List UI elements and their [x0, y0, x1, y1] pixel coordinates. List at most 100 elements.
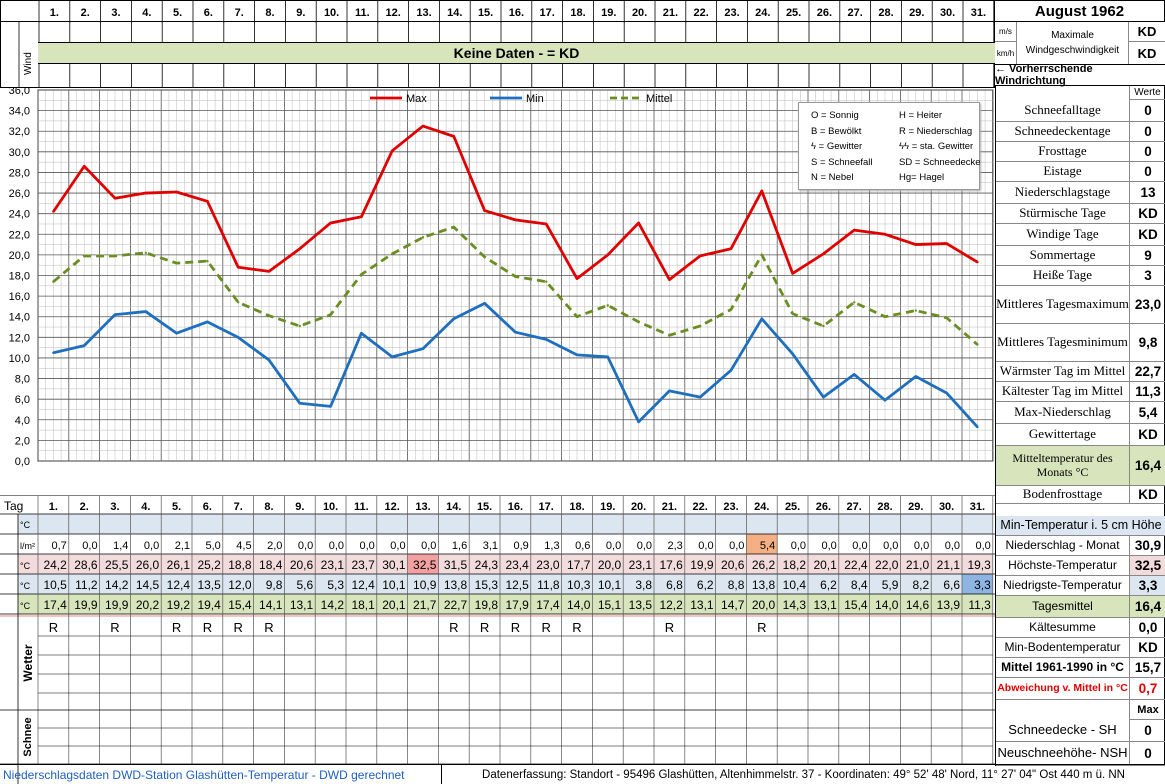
stat-label: Eistage [1043, 163, 1082, 179]
y-tick-label: 36,0 [9, 88, 30, 97]
top-day-label: 18. [570, 7, 585, 19]
stat-value: 0 [1129, 162, 1165, 181]
cell-value: 13,1 [290, 598, 314, 612]
stat-row: Eistage 0 [996, 162, 1165, 182]
top-day-label: 14. [447, 7, 462, 19]
data-point [545, 222, 548, 226]
cell-value: 10,5 [43, 578, 67, 592]
stat-row: Stürmische Tage KD [996, 204, 1165, 224]
data-point [52, 210, 55, 213]
cell-value: 15,4 [228, 598, 252, 612]
top-day-label: 12. [386, 7, 401, 19]
stat-value: KD [1129, 424, 1165, 445]
data-point [514, 275, 517, 278]
top-day-label: 6. [204, 7, 213, 19]
top-day-label: 19. [601, 7, 616, 19]
data-point [360, 332, 363, 335]
top-day-label: 10. [324, 7, 339, 19]
top-day-label: 29. [909, 7, 924, 19]
cell-value: 5,6 [297, 578, 314, 592]
cell-value: 5,4 [760, 540, 775, 552]
data-point [452, 135, 455, 138]
cell-value: 20,6 [290, 558, 314, 572]
cell-value: 12,5 [505, 578, 529, 592]
stat-label: Max-Niederschlag [1014, 404, 1111, 420]
cell-value: 5,0 [206, 540, 221, 552]
summary-value: 0 [1129, 720, 1165, 741]
stat-label: Wärmster Tag im Mittel [999, 363, 1126, 379]
stat-row: Gewittertage KD [996, 424, 1165, 446]
data-point [267, 314, 271, 317]
top-day-label: 1. [50, 7, 59, 19]
cell-value: 20,1 [813, 558, 837, 572]
top-day-label: 15. [478, 7, 493, 19]
cell-value: 24,2 [43, 558, 67, 572]
table-day-label: 25. [785, 501, 800, 513]
unit-label: °C [20, 601, 31, 611]
data-point [914, 243, 917, 246]
summary-label: Schneedecke - SH [1008, 722, 1117, 738]
cell-value: 30,1 [382, 558, 406, 572]
table-day-label: 14. [446, 501, 461, 513]
data-point [206, 320, 209, 324]
unit-label: l/m² [20, 541, 35, 551]
weather-symbol: R [757, 620, 766, 635]
data-point [914, 375, 917, 378]
data-table-svg: Tag 1. 2. 3. 4. 5. 6. 7. 8. 9. 10. 11. 12. 13. 14. 15. 1… [0, 496, 995, 784]
cell-value: 14,0 [567, 598, 591, 612]
top-day-label: 28. [878, 7, 893, 19]
cell-value: 19,9 [690, 558, 714, 572]
cell-value: 0,0 [360, 540, 375, 552]
stat-row: Mittleres Tagesminimum 9,8 [996, 324, 1165, 362]
cell-value: 19,4 [197, 598, 221, 612]
cell-value: 0,0 [729, 540, 744, 552]
cell-value: 14,2 [321, 598, 345, 612]
y-tick-label: 24,0 [9, 209, 30, 221]
data-point [791, 352, 794, 356]
stat-label: Mitteltemperatur des Monats °C [1012, 450, 1113, 479]
data-point [729, 247, 733, 250]
data-point [421, 347, 425, 350]
weather-legend-item: O = Sonnig [811, 110, 859, 121]
mittel-1961-row: Mittel 1961-1990 in °C 15,7 [996, 658, 1165, 678]
cell-value: 17,9 [505, 598, 529, 612]
wind-max-label-1: Maximale [1051, 30, 1094, 41]
data-point [760, 189, 763, 193]
data-point [791, 272, 794, 275]
data-point [606, 304, 609, 307]
data-point [945, 316, 948, 319]
data-point [329, 405, 332, 408]
cell-value: 0,0 [606, 540, 621, 552]
stat-value: KD [1129, 204, 1165, 223]
stat-value: KD [1129, 486, 1165, 503]
data-point [83, 344, 86, 347]
top-day-label: 23. [724, 7, 739, 19]
cell-value: 3,8 [635, 578, 652, 592]
cell-value: 0,0 [976, 540, 991, 552]
cell-value: 18,2 [783, 558, 807, 572]
cell-value: 11,2 [75, 578, 98, 592]
right-panel: Werte Schneefalltage 0 Schneedeckentage 0 Fr… [995, 86, 1165, 766]
weather-symbol: R [449, 620, 458, 635]
data-point [113, 313, 117, 316]
cell-value: 2,0 [267, 540, 282, 552]
cell-value: 3,1 [483, 540, 498, 552]
stat-row: Schneefalltage 0 [996, 100, 1165, 122]
data-point [514, 218, 517, 222]
kaeltesumme-row: Kältesumme 0,0 [996, 618, 1165, 638]
cell-value: 13,1 [813, 598, 837, 612]
cell-value: 8,2 [913, 578, 930, 592]
cell-value: 14,0 [875, 598, 899, 612]
table-day-label: 31. [970, 501, 985, 513]
top-day-label: 2. [81, 7, 90, 19]
data-point [699, 324, 702, 328]
cell-value: 0,0 [852, 540, 867, 552]
table-day-label: 9. [295, 501, 304, 513]
stat-label: Schneefalltage [1024, 102, 1101, 118]
y-tick-label: 34,0 [9, 106, 30, 118]
cell-value: 0,6 [575, 540, 590, 552]
stat-row: Sommertage 9 [996, 246, 1165, 266]
data-point [853, 373, 856, 376]
stat-row: Kältester Tag im Mittel 11,3 [996, 382, 1165, 402]
stat-value: 0 [1129, 142, 1165, 161]
